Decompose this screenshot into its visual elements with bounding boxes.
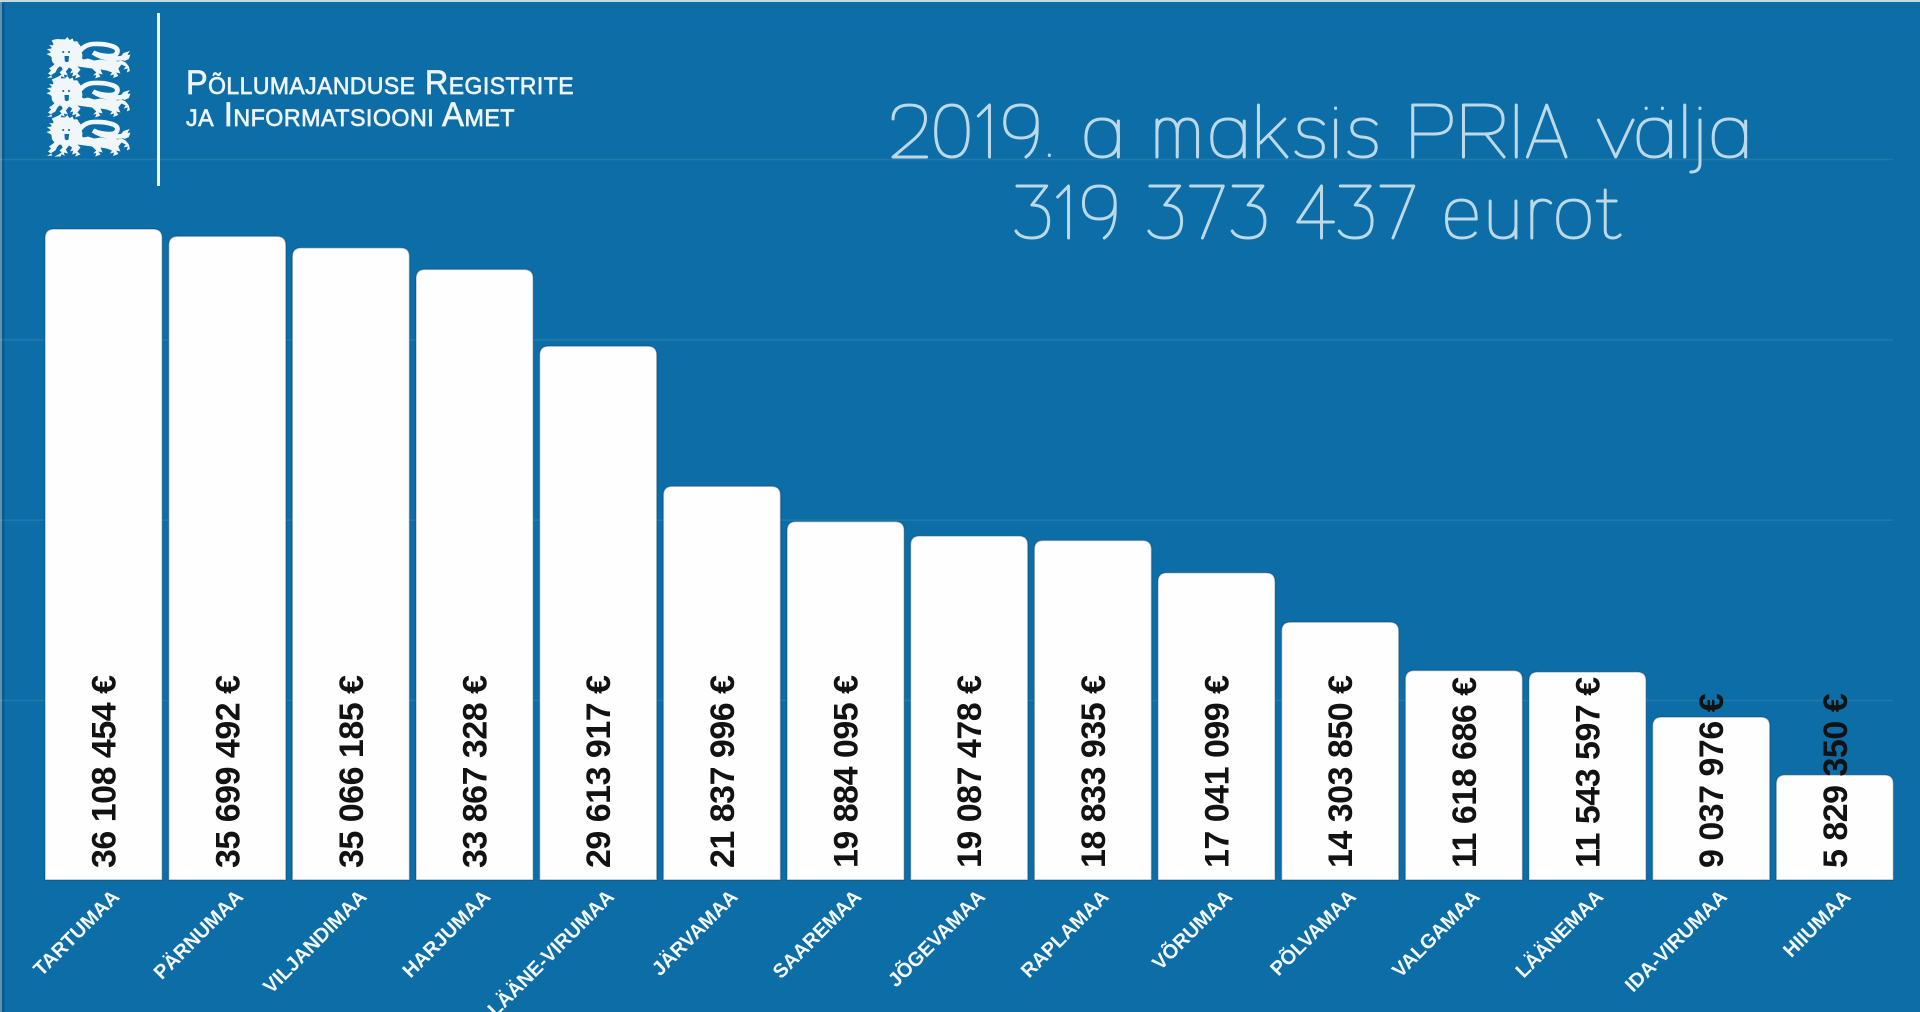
svg-text:17 041 099 €: 17 041 099 € [1199,675,1237,868]
svg-text:14 303 850 €: 14 303 850 € [1322,675,1360,868]
svg-text:19 087 478 €: 19 087 478 € [951,675,989,868]
svg-text:5 829 350 €: 5 829 350 € [1817,693,1855,868]
svg-text:18 833 935 €: 18 833 935 € [1075,675,1113,868]
svg-text:36 108 454 €: 36 108 454 € [86,675,124,868]
svg-text:33 867 328 €: 33 867 328 € [457,675,495,868]
svg-text:Põllumajanduse Registrite: Põllumajanduse Registrite [186,64,574,102]
svg-text:21 837 996 €: 21 837 996 € [704,675,742,868]
svg-text:9 037 976 €: 9 037 976 € [1693,693,1731,868]
svg-text:11 618 686 €: 11 618 686 € [1446,677,1484,868]
svg-text:29 613 917 €: 29 613 917 € [580,675,618,868]
svg-text:35 066 185 €: 35 066 185 € [333,675,371,868]
svg-text:11 543 597 €: 11 543 597 € [1570,677,1608,868]
svg-text:19 884 095 €: 19 884 095 € [828,675,866,868]
svg-text:ja Informatsiooni Amet: ja Informatsiooni Amet [186,96,515,134]
svg-text:35 699 492 €: 35 699 492 € [209,675,247,868]
